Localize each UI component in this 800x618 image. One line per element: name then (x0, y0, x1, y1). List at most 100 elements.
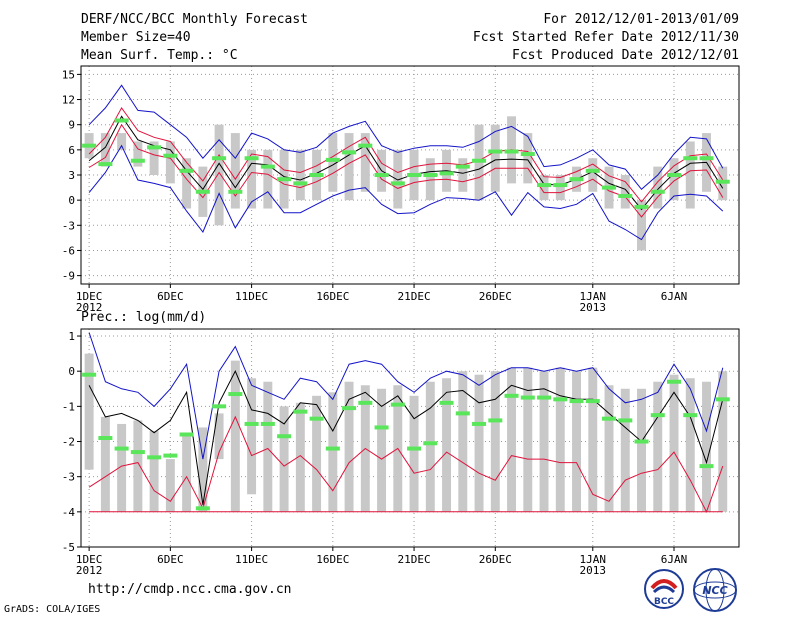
range-bar (490, 124, 500, 192)
range-bar (409, 395, 419, 512)
median-marker (293, 409, 308, 414)
range-bar (685, 141, 695, 209)
range-bar (263, 149, 273, 209)
range-bar (360, 133, 370, 192)
range-bar (637, 200, 646, 251)
x-tick-label: 6DEC (157, 290, 184, 303)
range-bar (100, 416, 110, 512)
series-env-upper (88, 332, 724, 460)
median-marker (309, 173, 324, 177)
plot-frame (80, 65, 740, 285)
x-tick-label: 21DEC (397, 553, 430, 566)
x-tick-year: 2012 (76, 301, 103, 312)
median-marker (195, 506, 210, 511)
range-bar (523, 133, 533, 184)
median-marker (98, 162, 113, 167)
range-bar (555, 367, 565, 512)
range-bar (117, 133, 127, 150)
y-tick-label: -9 (62, 270, 75, 283)
median-marker (699, 156, 714, 161)
median-marker (325, 157, 340, 162)
series-ci-lower (88, 123, 724, 218)
median-marker (293, 181, 308, 186)
chart-title: DERF/NCC/BCC Monthly Forecast (81, 12, 308, 27)
range-bar (507, 367, 517, 512)
range-bar (344, 381, 354, 512)
range-bar (279, 406, 289, 512)
median-marker (325, 446, 340, 451)
median-marker (244, 156, 259, 161)
range-bar (669, 158, 679, 201)
y-tick-label: -2 (62, 436, 75, 449)
range-bar (182, 158, 192, 209)
range-bar (214, 124, 224, 226)
range-bar (588, 158, 598, 192)
median-marker (715, 397, 730, 402)
bcc-logo-text: BCC (654, 597, 674, 607)
range-bar (685, 378, 695, 512)
range-bar (230, 133, 240, 209)
median-marker (277, 177, 292, 182)
median-marker (585, 168, 600, 173)
plot-frame (80, 328, 740, 548)
median-marker (488, 418, 503, 423)
median-marker (390, 402, 405, 407)
range-bar (620, 388, 630, 512)
y-tick-label: 9 (68, 119, 75, 132)
median-marker (374, 173, 389, 177)
forecast-started: Fcst Started Refer Date 2012/11/30 (472, 30, 739, 45)
y-tick-label: -6 (62, 244, 75, 257)
range-bar (133, 141, 143, 167)
source-url[interactable]: http://cmdp.ncc.cma.gov.cn (88, 582, 292, 597)
median-marker (504, 393, 519, 398)
median-marker (667, 173, 682, 177)
median-marker (82, 372, 97, 377)
median-marker (374, 425, 389, 430)
grads-credit: GrADS: COLA/IGES (4, 604, 101, 615)
range-bar (328, 392, 338, 512)
bcc-logo: BCC (644, 569, 684, 609)
median-marker (98, 436, 113, 440)
ncc-logo-text: NCC (702, 584, 727, 597)
median-marker (472, 158, 487, 163)
median-marker (277, 434, 292, 439)
median-marker (650, 413, 665, 418)
x-tick-label: 16DEC (316, 553, 349, 566)
x-tick-label: 1DEC (76, 290, 103, 303)
median-marker (553, 397, 568, 402)
median-marker (634, 439, 649, 444)
range-bar (555, 175, 565, 201)
y-tick-label: 15 (62, 68, 75, 81)
median-marker (537, 183, 552, 188)
range-bar (165, 459, 175, 512)
median-marker (683, 156, 698, 161)
median-marker (667, 379, 682, 384)
median-marker (179, 168, 194, 173)
range-bar (425, 381, 435, 512)
series-env-lower (88, 144, 724, 241)
y-tick-label: 12 (62, 94, 75, 107)
median-marker (650, 189, 665, 194)
median-marker (342, 406, 357, 411)
median-marker (390, 181, 405, 186)
y-tick-label: 1 (68, 330, 75, 343)
x-tick-label: 6DEC (157, 553, 184, 566)
median-marker (715, 179, 730, 184)
y-tick-label: 3 (68, 169, 75, 182)
median-marker (423, 173, 438, 177)
range-bar (523, 367, 533, 512)
range-bar (198, 427, 208, 512)
ncc-logo: NCC (693, 568, 737, 612)
range-bar (295, 149, 305, 201)
x-tick-label: 26DEC (479, 290, 512, 303)
range-bar (653, 381, 663, 512)
range-bar (490, 371, 500, 512)
median-marker (358, 400, 373, 405)
x-tick-label: 11DEC (235, 553, 268, 566)
median-marker (228, 189, 243, 194)
median-marker (569, 399, 584, 404)
x-tick-year: 2013 (580, 301, 607, 312)
range-bar (425, 158, 435, 201)
median-marker (439, 400, 454, 405)
